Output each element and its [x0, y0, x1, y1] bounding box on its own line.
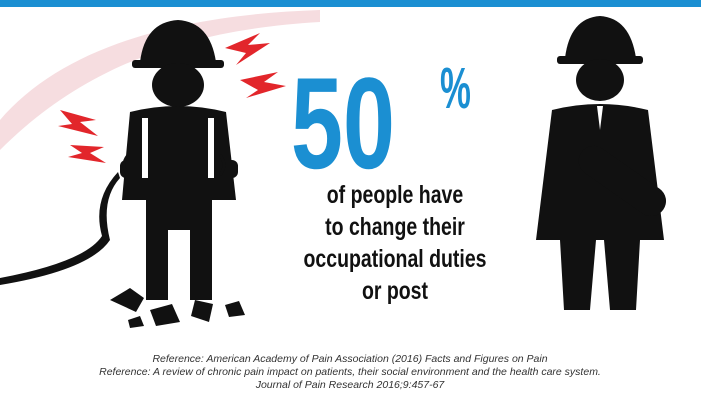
- message-line: occupational duties: [303, 245, 486, 273]
- stat-number: 50: [291, 51, 395, 197]
- tie: [597, 106, 603, 130]
- reference: Reference: A review of chronic pain impa…: [99, 366, 601, 378]
- reference: Journal of Pain Research 2016;9:457-67: [255, 379, 446, 391]
- vest-stripe: [142, 118, 148, 178]
- worker-jackhammer: [0, 20, 245, 328]
- message-line: to change their: [325, 213, 465, 241]
- vest-stripe: [208, 118, 214, 178]
- message: of people have to change their occupatio…: [303, 181, 486, 305]
- reference: Reference: American Academy of Pain Asso…: [152, 353, 547, 365]
- message-line: of people have: [327, 181, 463, 209]
- top-band: [0, 0, 701, 7]
- pain-bolts: [58, 33, 286, 163]
- engineer: [536, 16, 667, 310]
- vibration: [122, 154, 226, 176]
- message-line: or post: [362, 277, 429, 305]
- stat-unit: %: [440, 57, 471, 121]
